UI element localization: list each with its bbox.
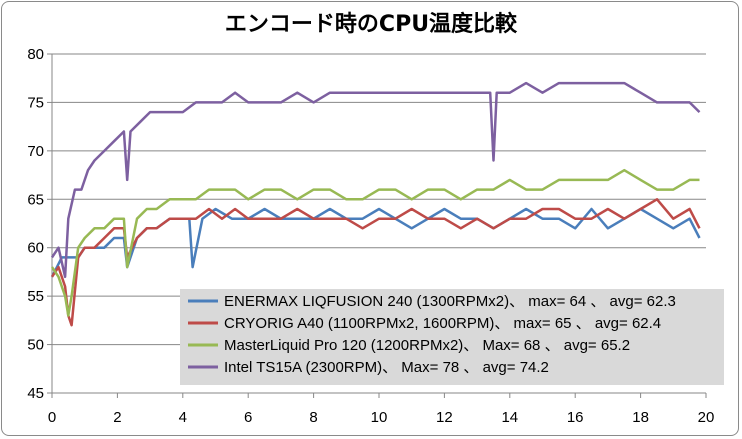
y-axis-ticks: 45 50 55 60 65 70 75 80 [27, 46, 44, 402]
x-tick-label: 16 [567, 409, 584, 426]
y-tick-label: 55 [27, 288, 44, 305]
series-line-2 [50, 198, 701, 327]
y-tick-label: 80 [27, 46, 44, 63]
y-tick-label: 60 [27, 240, 44, 257]
y-tick-label: 50 [27, 337, 44, 354]
series-line-3 [50, 168, 700, 317]
legend-label: Intel TS15A (2300RPM)、 Max= 78 、 avg= 74… [224, 359, 549, 376]
axes [47, 53, 707, 398]
x-tick-label: 6 [244, 409, 252, 426]
y-tick-label: 45 [27, 385, 44, 402]
y-tick-label: 75 [27, 94, 44, 111]
legend-label: CRYORIG A40 (1100RPMx2, 1600RPM)、 max= 6… [224, 315, 661, 332]
series-lines [50, 81, 701, 327]
x-tick-label: 10 [371, 409, 388, 426]
x-tick-label: 20 [698, 409, 715, 426]
legend-label: MasterLiquid Pro 120 (1200RPMx2)、 Max= 6… [224, 337, 630, 354]
chart-title: エンコード時のCPU温度比較 [224, 12, 518, 37]
legend-label: ENERMAX LIQFUSION 240 (1300RPMx2)、 max= … [224, 293, 676, 310]
legend: ENERMAX LIQFUSION 240 (1300RPMx2)、 max= … [180, 289, 724, 385]
x-tick-label: 8 [309, 409, 317, 426]
legend-box [180, 289, 724, 385]
series-line-4 [50, 81, 701, 279]
x-tick-label: 18 [632, 409, 649, 426]
y-tick-label: 65 [27, 191, 44, 208]
x-tick-label: 12 [436, 409, 453, 426]
x-axis-ticks: 0 2 4 6 8 10 12 14 16 18 20 [48, 409, 715, 426]
x-tick-label: 0 [48, 409, 56, 426]
x-tick-label: 4 [179, 409, 187, 426]
x-tick-label: 2 [113, 409, 121, 426]
y-tick-label: 70 [27, 143, 44, 160]
x-tick-label: 14 [501, 409, 518, 426]
